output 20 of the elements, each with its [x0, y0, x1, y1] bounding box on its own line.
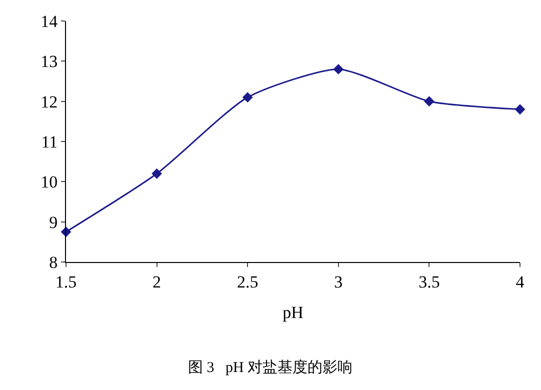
- y-tick-label: 12: [40, 92, 58, 112]
- point: [333, 64, 344, 74]
- y-tick-label: 13: [40, 52, 58, 72]
- x-axis-title: pH: [282, 302, 304, 322]
- y-tick-label: 11: [41, 132, 58, 152]
- x-tick-label: 3: [334, 272, 343, 292]
- y-tick-label: 9: [49, 212, 58, 232]
- y-tick-label: 8: [49, 252, 58, 272]
- x-tick-label: 1.5: [55, 272, 77, 292]
- point: [514, 104, 526, 115]
- point: [242, 92, 253, 103]
- x-tick-label: 4: [516, 272, 525, 292]
- x-tick-label: 2.5: [236, 272, 258, 292]
- x-tick-label: 3.5: [418, 272, 440, 292]
- y-tick-label: 14: [40, 12, 58, 31]
- point: [152, 168, 162, 179]
- x-tick-label: 2: [152, 272, 162, 292]
- caption: 图 3 pH 对盐基度的影响: [188, 359, 353, 376]
- point: [424, 96, 434, 107]
- y-tick-label: 10: [40, 172, 58, 192]
